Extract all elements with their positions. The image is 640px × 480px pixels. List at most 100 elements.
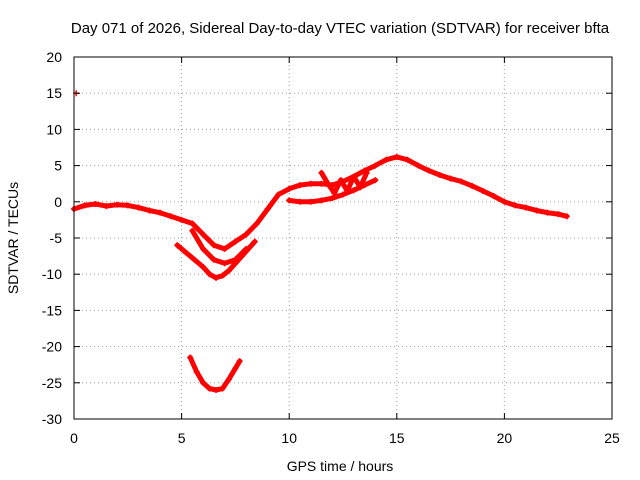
- data-point: [103, 203, 110, 210]
- data-point: [318, 180, 325, 187]
- chart-title: Day 071 of 2026, Sidereal Day-to-day VTE…: [71, 20, 610, 37]
- series-cluster-12: [318, 169, 370, 197]
- data-point: [251, 238, 258, 245]
- grid: [74, 57, 612, 419]
- data-point: [213, 274, 220, 281]
- data-point: [157, 209, 164, 216]
- x-tick-label: 10: [281, 430, 297, 446]
- y-tick-label: 5: [54, 158, 62, 174]
- data-point: [191, 256, 198, 263]
- data-point: [213, 387, 220, 394]
- data-point: [415, 162, 422, 169]
- data-point: [372, 177, 379, 184]
- data-point: [512, 202, 519, 209]
- data-point: [393, 153, 400, 160]
- data-point: [286, 197, 293, 204]
- data-layer: [71, 90, 570, 394]
- data-point: [324, 180, 331, 187]
- y-axis-label: SDTVAR / TECUs: [5, 182, 21, 294]
- data-point: [296, 182, 303, 189]
- data-point: [436, 172, 443, 179]
- data-point: [232, 365, 239, 372]
- data-point: [200, 245, 207, 252]
- series-deep-arc: [187, 354, 243, 394]
- y-tick-label: -5: [50, 230, 63, 246]
- data-point: [458, 178, 465, 185]
- data-point: [167, 213, 174, 220]
- series-line: [319, 170, 370, 196]
- y-tick-label: -15: [42, 302, 62, 318]
- data-point: [225, 267, 232, 274]
- data-point: [286, 185, 293, 192]
- data-point: [426, 167, 433, 174]
- series-line: [174, 239, 258, 281]
- data-point: [563, 213, 570, 220]
- data-point: [253, 220, 260, 227]
- data-point: [238, 253, 245, 260]
- data-point: [447, 175, 454, 182]
- data-point: [124, 202, 131, 209]
- data-point: [232, 260, 239, 267]
- data-point: [146, 207, 153, 214]
- data-point: [189, 220, 196, 227]
- y-tick-label: -30: [42, 411, 62, 427]
- data-point: [193, 368, 200, 375]
- data-point: [337, 177, 344, 184]
- y-tick-label: 20: [46, 49, 62, 65]
- data-point: [469, 182, 476, 189]
- ticks: 0 5 10 15 20 25 -30 -25 -20 -15 -10 -5 0 5 10 15 20: [42, 49, 620, 446]
- x-tick-label: 5: [178, 430, 186, 446]
- data-point: [363, 169, 370, 176]
- data-point: [340, 191, 346, 198]
- y-tick-label: 15: [46, 85, 62, 101]
- y-tick-label: -10: [42, 266, 62, 282]
- data-point: [221, 260, 228, 267]
- data-point: [404, 156, 411, 163]
- data-point: [225, 376, 232, 383]
- data-point: [555, 211, 562, 218]
- data-point: [318, 169, 325, 176]
- data-point: [219, 385, 226, 392]
- data-point: [232, 238, 239, 245]
- data-point: [206, 271, 213, 278]
- data-point: [533, 207, 540, 214]
- data-point: [372, 162, 379, 169]
- data-point: [479, 187, 486, 194]
- data-point: [200, 379, 207, 386]
- data-point: [275, 191, 282, 198]
- data-point: [178, 216, 185, 223]
- data-point: [114, 201, 121, 208]
- data-point: [264, 206, 271, 213]
- data-point: [383, 156, 390, 163]
- data-point: [210, 242, 217, 249]
- data-point: [357, 184, 364, 191]
- data-point: [81, 202, 88, 209]
- data-point: [522, 204, 529, 211]
- data-point: [329, 195, 336, 202]
- data-point: [221, 245, 228, 252]
- data-point: [200, 263, 207, 270]
- data-point: [350, 187, 357, 194]
- data-point: [318, 197, 325, 204]
- data-point: [350, 173, 357, 180]
- data-point: [544, 209, 551, 216]
- y-tick-label: 0: [54, 194, 62, 210]
- data-point: [187, 354, 194, 361]
- data-point: [344, 187, 351, 194]
- x-tick-label: 0: [70, 430, 78, 446]
- y-tick-label: -20: [42, 339, 62, 355]
- data-point: [307, 180, 314, 187]
- y-tick-label: -25: [42, 375, 62, 391]
- data-point: [296, 198, 303, 205]
- data-point: [243, 231, 250, 238]
- data-point: [490, 193, 497, 200]
- data-point: [182, 249, 189, 256]
- data-point: [92, 200, 99, 207]
- data-point: [210, 256, 217, 263]
- data-point: [206, 385, 213, 392]
- x-tick-label: 15: [389, 430, 405, 446]
- data-point: [501, 198, 508, 205]
- data-point: [245, 245, 252, 252]
- x-tick-label: 25: [604, 430, 620, 446]
